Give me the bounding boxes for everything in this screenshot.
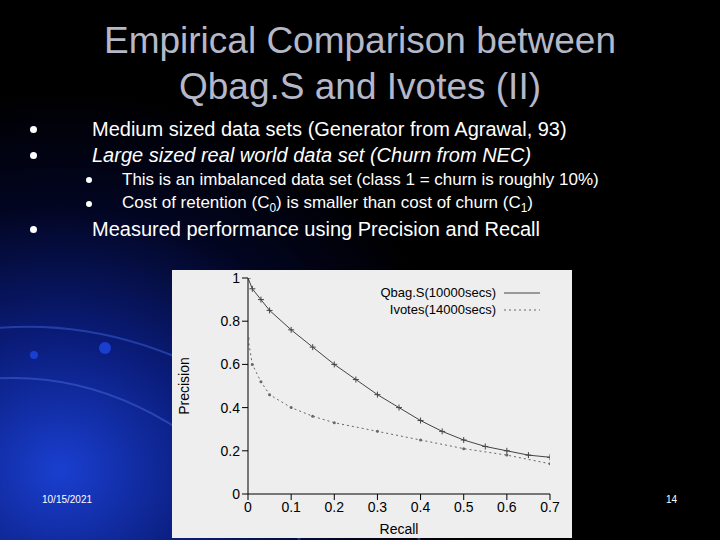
html-text:This is an imbalanced data set: This is an imbalanced data set (class 1 … bbox=[122, 170, 599, 189]
svg-text:0.6: 0.6 bbox=[221, 356, 241, 372]
svg-text:0.4: 0.4 bbox=[221, 400, 241, 416]
svg-text:0: 0 bbox=[232, 486, 240, 502]
html-text:Empirical Comparison between Q: Empirical Comparison between Qbag.S and … bbox=[104, 20, 616, 107]
html-text:Cost of retention (C0) is smal: Cost of retention (C0) is smaller than c… bbox=[122, 192, 533, 216]
svg-text:0.8: 0.8 bbox=[221, 313, 241, 329]
html-text:Qbag.S(10000secs): Qbag.S(10000secs) bbox=[380, 285, 496, 300]
svg-text:0.4: 0.4 bbox=[411, 499, 431, 515]
svg-text:0: 0 bbox=[244, 499, 252, 515]
svg-text:0.3: 0.3 bbox=[368, 499, 388, 515]
html-text:14: 14 bbox=[666, 494, 678, 505]
html-text:Ivotes(14000secs): Ivotes(14000secs) bbox=[389, 302, 496, 317]
svg-text:0.2: 0.2 bbox=[221, 443, 241, 459]
svg-text:0.5: 0.5 bbox=[454, 499, 474, 515]
svg-text:Recall: Recall bbox=[380, 521, 419, 537]
svg-text:Precision: Precision bbox=[176, 357, 192, 415]
html-text:Measured performance using Pre: Measured performance using Precision and… bbox=[92, 217, 540, 240]
svg-text:0.1: 0.1 bbox=[281, 499, 301, 515]
svg-text:0.7: 0.7 bbox=[540, 499, 560, 515]
svg-text:0.2: 0.2 bbox=[325, 499, 345, 515]
html-text:Medium sized data sets (Genera: Medium sized data sets (Generator from A… bbox=[92, 117, 567, 140]
html-text:Large sized real world data se: Large sized real world data set (Churn f… bbox=[92, 143, 532, 166]
svg-text:0.6: 0.6 bbox=[497, 499, 517, 515]
html-text:10/15/2021: 10/15/2021 bbox=[42, 494, 93, 505]
svg-text:1: 1 bbox=[232, 270, 240, 286]
